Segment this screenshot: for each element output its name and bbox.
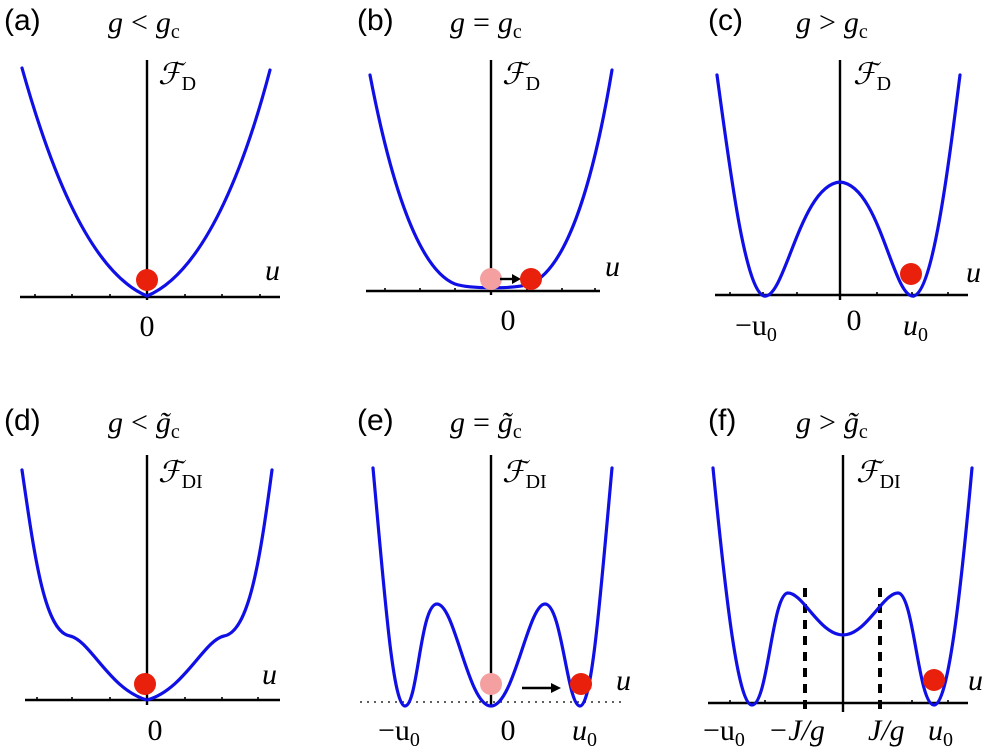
axis-var-f: u — [968, 664, 983, 697]
panel-tag-f: (f) — [708, 404, 736, 437]
state-ball-b — [520, 268, 542, 290]
axis-ticks-f — [729, 700, 949, 703]
tick-zero-c: 0 — [847, 304, 862, 337]
condition-label-a: g < gc — [108, 6, 180, 43]
tick-zero-d: 0 — [148, 714, 163, 747]
condition-label-b: g = gc — [450, 6, 522, 43]
state-ball-f — [923, 669, 945, 691]
axis-var-e: u — [616, 664, 631, 697]
tick-zero-b: 0 — [501, 304, 516, 337]
tick-neg-jg-f: −J/g — [768, 714, 825, 747]
state-ball-d — [134, 673, 156, 695]
axis-ticks-a — [34, 294, 261, 297]
panel-c: (c) g > gc ℱD u 0 −u0 u0 — [708, 4, 981, 346]
tick-zero-a: 0 — [140, 310, 155, 343]
free-energy-curve-d — [20, 468, 274, 702]
axis-var-d: u — [262, 658, 277, 691]
tick-pos-u0-e: u0 — [572, 714, 597, 751]
axis-var-c: u — [966, 256, 981, 289]
panel-b: (b) g = gc ℱD u 0 — [357, 4, 620, 337]
panel-tag-e: (e) — [357, 404, 394, 437]
panel-e: (e) g = g̃c ℱDI u 0 −u0 u0 — [357, 404, 631, 751]
axis-ticks-b — [384, 288, 596, 291]
function-label-c: ℱD — [853, 58, 891, 95]
state-ball-e — [570, 673, 592, 695]
panel-tag-b: (b) — [357, 4, 394, 37]
function-label-d: ℱDI — [158, 456, 203, 493]
initial-state-ball-b — [480, 268, 502, 290]
panel-tag-d: (d) — [4, 404, 41, 437]
condition-label-e: g = g̃c — [450, 406, 522, 443]
condition-label-f: g > g̃c — [796, 406, 868, 443]
panel-tag-c: (c) — [708, 4, 743, 37]
tick-zero-e: 0 — [501, 714, 516, 747]
state-ball-a — [136, 269, 158, 291]
tick-neg-u0-c: −u0 — [735, 309, 777, 346]
function-label-b: ℱD — [502, 58, 540, 95]
tick-neg-u0-f: −u0 — [703, 714, 745, 751]
free-energy-curve-f — [711, 466, 974, 707]
shift-arrow-head-e — [551, 683, 561, 693]
axis-ticks-d — [36, 697, 259, 700]
tick-pos-jg-f: J/g — [868, 714, 905, 747]
function-label-e: ℱDI — [502, 456, 547, 493]
function-label-a: ℱD — [158, 58, 196, 95]
condition-label-c: g > gc — [796, 6, 868, 43]
panel-d: (d) g < g̃c ℱDI u 0 — [4, 404, 280, 747]
panel-a: (a) g < gc ℱD u 0 — [4, 4, 280, 343]
axis-var-a: u — [265, 254, 280, 287]
function-label-f: ℱDI — [856, 456, 901, 493]
free-energy-curve-e — [371, 466, 614, 708]
state-ball-c — [900, 263, 922, 285]
free-energy-curve-a — [20, 66, 272, 298]
condition-label-d: g < g̃c — [108, 406, 180, 443]
panel-f: (f) g > g̃c ℱDI u −u0 −J/g J/g u0 — [703, 404, 983, 751]
tick-pos-u0-c: u0 — [903, 309, 928, 346]
shift-arrow-head-b — [512, 274, 521, 284]
tick-pos-u0-f: u0 — [928, 714, 953, 751]
axis-var-b: u — [605, 250, 620, 283]
tick-neg-u0-e: −u0 — [378, 714, 420, 751]
initial-state-ball-e — [480, 673, 502, 695]
free-energy-curve-c — [715, 73, 962, 298]
panel-tag-a: (a) — [4, 4, 41, 37]
